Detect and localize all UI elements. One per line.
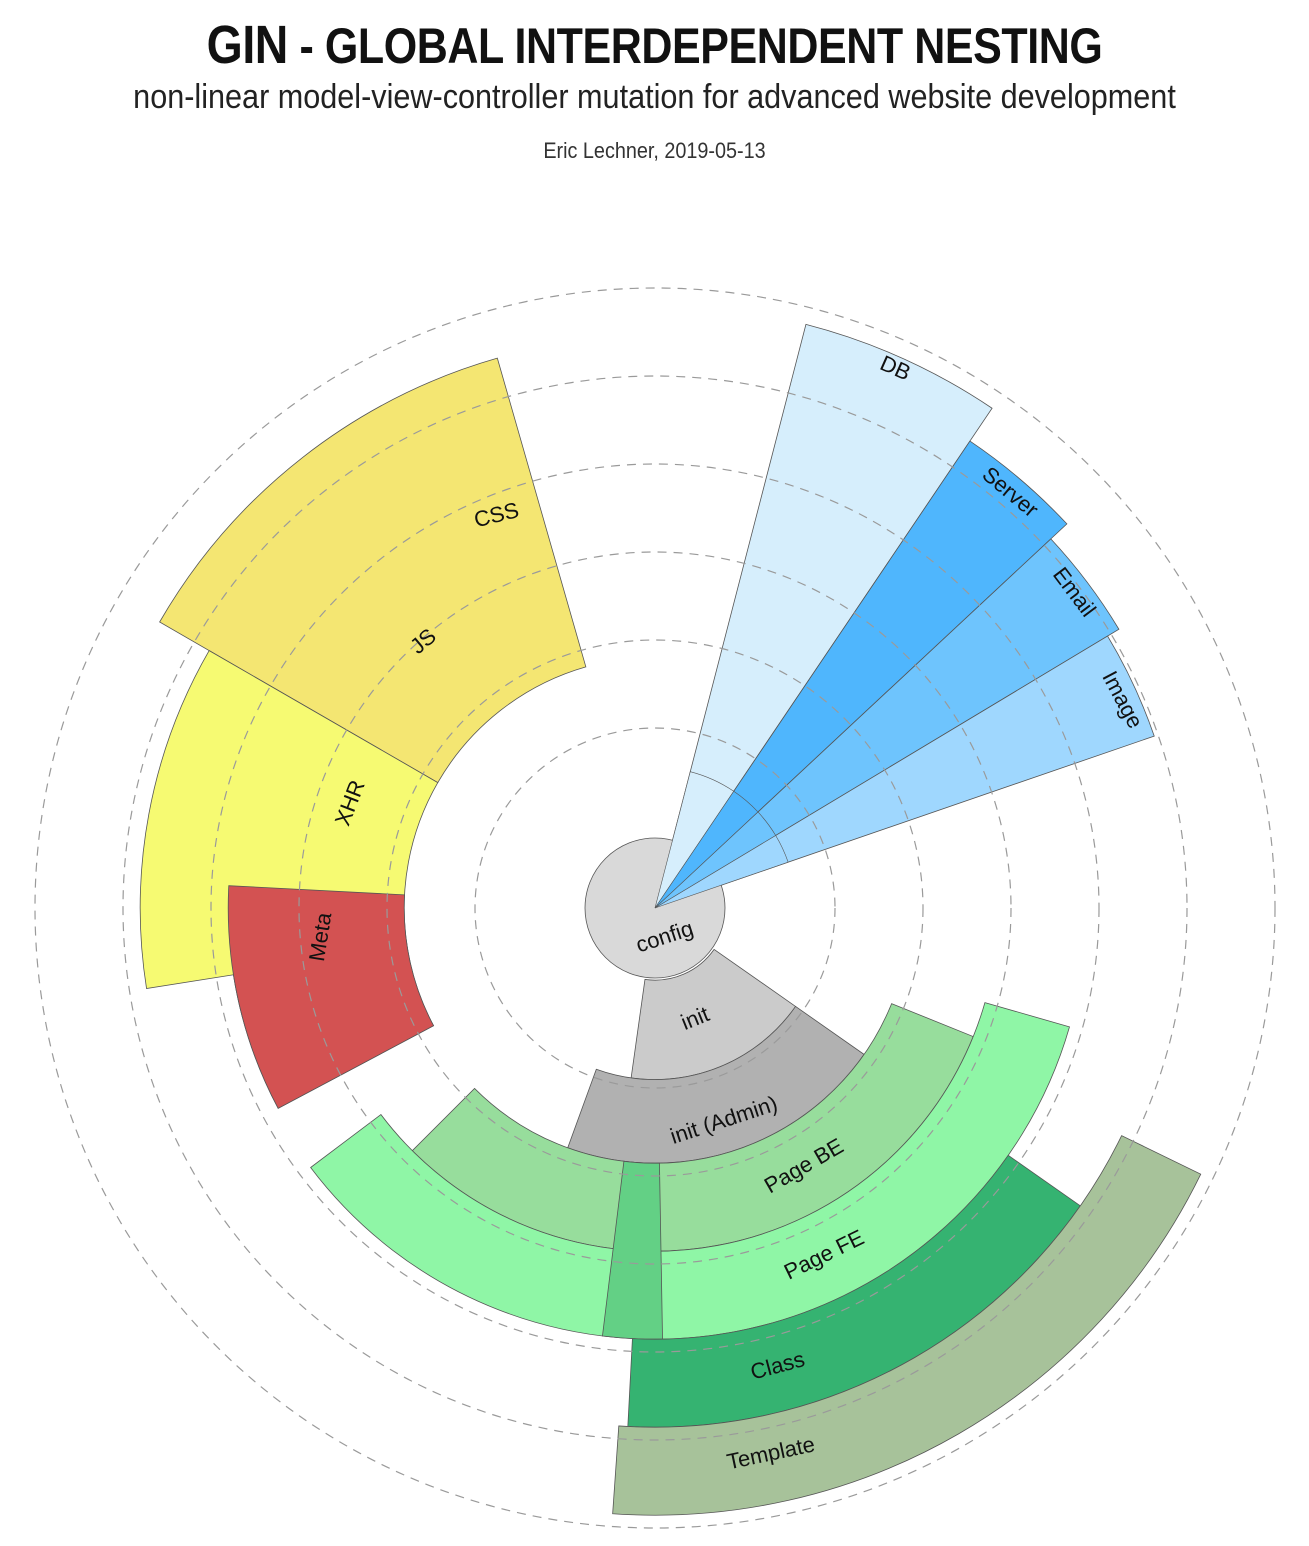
segment-css bbox=[159, 357, 587, 784]
page-subtitle: non-linear model-view-controller mutatio… bbox=[133, 78, 1176, 116]
segment-server bbox=[654, 440, 1068, 909]
title-brand: GIN bbox=[206, 15, 289, 75]
ring-grid bbox=[34, 287, 1276, 1529]
segment-template bbox=[612, 1135, 1202, 1516]
ring-circle bbox=[386, 639, 924, 1177]
ring-circle bbox=[474, 727, 836, 1089]
ring-circle bbox=[210, 463, 1100, 1353]
segment-meta bbox=[227, 885, 435, 1109]
ring-circle bbox=[122, 375, 1188, 1441]
segment-email bbox=[654, 538, 1120, 909]
title-text: - GLOBAL INTERDEPENDENT NESTING bbox=[287, 18, 1103, 74]
author-date: Eric Lechner, 2019-05-13 bbox=[543, 138, 766, 163]
segment-db bbox=[654, 323, 993, 909]
segment-image bbox=[654, 635, 1155, 909]
segments-layer bbox=[139, 323, 1202, 1516]
page-title: GIN - GLOBAL INTERDEPENDENT NESTING bbox=[92, 14, 1218, 76]
segment-core-image bbox=[654, 835, 789, 909]
ring-circle bbox=[298, 551, 1012, 1265]
ring-circle bbox=[34, 287, 1276, 1529]
